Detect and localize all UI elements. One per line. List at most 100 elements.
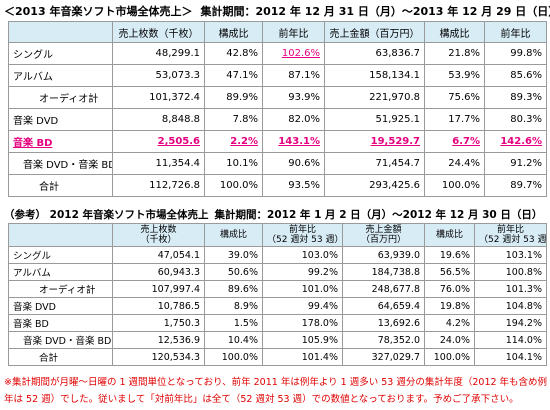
header-cell: 売上枚数（千枚） (112, 21, 205, 43)
amount-cell: 248,677.8 (342, 280, 425, 298)
table-row-highlight: 音楽 BD 2,505.6 2.2% 143.1% 19,529.7 6.7% … (8, 130, 547, 153)
yoy-cell: 93.5% (262, 174, 325, 197)
share-cell: 2.2% (204, 130, 263, 153)
header-cell: 売上金額（百万円） (342, 223, 425, 247)
amount-cell: 19,529.7 (324, 130, 425, 153)
table-row: オーディオ計 101,372.4 89.9% 93.9% 221,970.8 7… (8, 86, 547, 109)
units-cell: 120,534.3 (112, 348, 205, 366)
header-line: 前年比 (288, 225, 316, 235)
share-cell: 100.0% (204, 174, 263, 197)
yoy-cell: 87.1% (262, 64, 325, 87)
share-cell: 75.6% (424, 86, 485, 109)
header-line: 前年比 (496, 225, 524, 235)
reference-title: （参考） 2012 年音楽ソフト市場全体売上 集計期間：2012 年 1 月 2 … (4, 207, 550, 223)
row-label: 合計 (8, 348, 113, 366)
table-row-total: 合計 112,726.8 100.0% 93.5% 293,425.6 100.… (8, 174, 547, 197)
units-cell: 2,505.6 (112, 130, 205, 153)
share-cell: 10.4% (204, 331, 263, 349)
yoy-cell: 104.1% (474, 348, 547, 366)
yoy-cell: 104.8% (474, 297, 547, 315)
yoy-cell: 85.6% (484, 64, 547, 87)
share-cell: 100.0% (424, 348, 475, 366)
table-row: 音楽 DVD・音楽 BD 計 12,536.9 10.4% 105.9% 78,… (8, 331, 547, 349)
amount-cell: 293,425.6 (324, 174, 425, 197)
header-line: （52 週対 53 週） (479, 235, 547, 245)
share-cell: 53.9% (424, 64, 485, 87)
table-row: 音楽 BD 1,750.3 1.5% 178.0% 13,692.6 4.2% … (8, 314, 547, 332)
main-title-heading: ＜2013 年音楽ソフト市場全体売上＞ (4, 5, 193, 18)
row-label: オーディオ計 (8, 86, 113, 109)
share-cell: 100.0% (204, 348, 263, 366)
amount-cell: 63,836.7 (324, 42, 425, 65)
units-cell: 11,354.4 (112, 152, 205, 175)
yoy-cell: 103.1% (474, 246, 547, 264)
header-line: 売上枚数 (140, 225, 177, 235)
row-label: 音楽 DVD (8, 297, 113, 315)
share-cell: 6.7% (424, 130, 485, 153)
row-label: オーディオ計 (8, 280, 113, 298)
units-cell: 10,786.5 (112, 297, 205, 315)
share-cell: 21.8% (424, 42, 485, 65)
yoy-cell: 99.2% (262, 263, 343, 281)
header-cell (8, 223, 113, 247)
yoy-cell: 99.4% (262, 297, 343, 315)
yoy-cell: 114.0% (474, 331, 547, 349)
units-cell: 48,299.1 (112, 42, 205, 65)
yoy-cell: 80.3% (484, 108, 547, 131)
units-cell: 60,943.3 (112, 263, 205, 281)
amount-value: 19,529.7 (370, 136, 420, 147)
table-row: シングル 48,299.1 42.8% 102.6% 63,836.7 21.8… (8, 42, 547, 65)
amount-cell: 63,939.0 (342, 246, 425, 264)
sales-table-2012: 売上枚数 （千枚） 構成比 前年比 （52 週対 53 週） 売上金額 （百万円） 構… (8, 223, 547, 366)
yoy-cell: 105.9% (262, 331, 343, 349)
table-row: 音楽 DVD 10,786.5 8.9% 99.4% 64,659.4 19.8… (8, 297, 547, 315)
share-cell: 42.8% (204, 42, 263, 65)
amount-cell: 78,352.0 (342, 331, 425, 349)
amount-cell: 158,134.1 (324, 64, 425, 87)
table-row: アルバム 53,073.3 47.1% 87.1% 158,134.1 53.9… (8, 64, 547, 87)
header-cell: 前年比 (484, 21, 547, 43)
share-cell: 89.9% (204, 86, 263, 109)
units-cell: 8,848.8 (112, 108, 205, 131)
header-line: （52 週対 53 週） (267, 235, 343, 245)
row-label: 合計 (8, 174, 113, 197)
table-row: オーディオ計 107,997.4 89.6% 101.0% 248,677.8 … (8, 280, 547, 298)
row-label: 音楽 DVD (8, 108, 113, 131)
table-row: シングル 47,054.1 39.0% 103.0% 63,939.0 19.6… (8, 246, 547, 264)
yoy-cell: 91.2% (484, 152, 547, 175)
row-label-text: 音楽 BD (13, 138, 53, 149)
header-cell: 構成比 (424, 21, 485, 43)
header-line: 売上金額 (365, 225, 402, 235)
main-title-period: 集計期間：2012 年 12 月 31 日（月）～2013 年 12 月 29 … (200, 5, 550, 18)
row-label: アルバム (8, 64, 113, 87)
row-label: シングル (8, 42, 113, 65)
share-cell: 76.0% (424, 280, 475, 298)
amount-cell: 184,738.8 (342, 263, 425, 281)
units-cell: 12,536.9 (112, 331, 205, 349)
units-cell: 107,997.4 (112, 280, 205, 298)
header-line: （千枚） (140, 235, 177, 245)
row-label: 音楽 DVD・音楽 BD 計 (8, 152, 113, 175)
yoy-cell: 101.3% (474, 280, 547, 298)
amount-cell: 221,970.8 (324, 86, 425, 109)
table-row: 音楽 DVD 8,848.8 7.8% 82.0% 51,925.1 17.7%… (8, 108, 547, 131)
share-cell: 100.0% (424, 174, 485, 197)
share-cell: 1.5% (204, 314, 263, 332)
amount-cell: 51,925.1 (324, 108, 425, 131)
header-cell: 前年比 (262, 21, 325, 43)
share-cell: 24.4% (424, 152, 485, 175)
yoy-cell: 103.0% (262, 246, 343, 264)
table-row-total: 合計 120,534.3 100.0% 101.4% 327,029.7 100… (8, 348, 547, 366)
yoy-cell: 82.0% (262, 108, 325, 131)
share-cell: 24.0% (424, 331, 475, 349)
row-label: アルバム (8, 263, 113, 281)
header-cell: 前年比（52 週対 53 週） (262, 223, 343, 247)
share-cell: 39.0% (204, 246, 263, 264)
yoy-cell: 194.2% (474, 314, 547, 332)
share-cell: 10.1% (204, 152, 263, 175)
yoy-cell: 102.6% (262, 42, 325, 65)
table-header-row: 売上枚数（千枚） 構成比 前年比 売上金額（百万円） 構成比 前年比 (8, 21, 547, 43)
amount-cell: 327,029.7 (342, 348, 425, 366)
row-label: シングル (8, 246, 113, 264)
units-cell: 112,726.8 (112, 174, 205, 197)
